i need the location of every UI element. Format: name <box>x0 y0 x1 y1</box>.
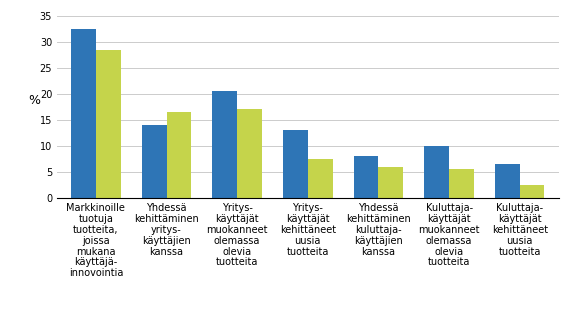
Bar <box>378 167 403 198</box>
Bar <box>142 125 166 198</box>
Bar <box>495 164 520 198</box>
Bar <box>283 130 308 198</box>
Bar <box>308 159 332 198</box>
Bar <box>166 112 191 198</box>
Bar <box>96 50 121 198</box>
Bar <box>520 185 544 198</box>
Bar <box>449 169 474 198</box>
Bar <box>425 146 449 198</box>
Bar <box>354 156 378 198</box>
Y-axis label: %: % <box>28 94 40 107</box>
Bar <box>71 29 96 198</box>
Bar <box>237 109 262 198</box>
Bar <box>213 91 237 198</box>
